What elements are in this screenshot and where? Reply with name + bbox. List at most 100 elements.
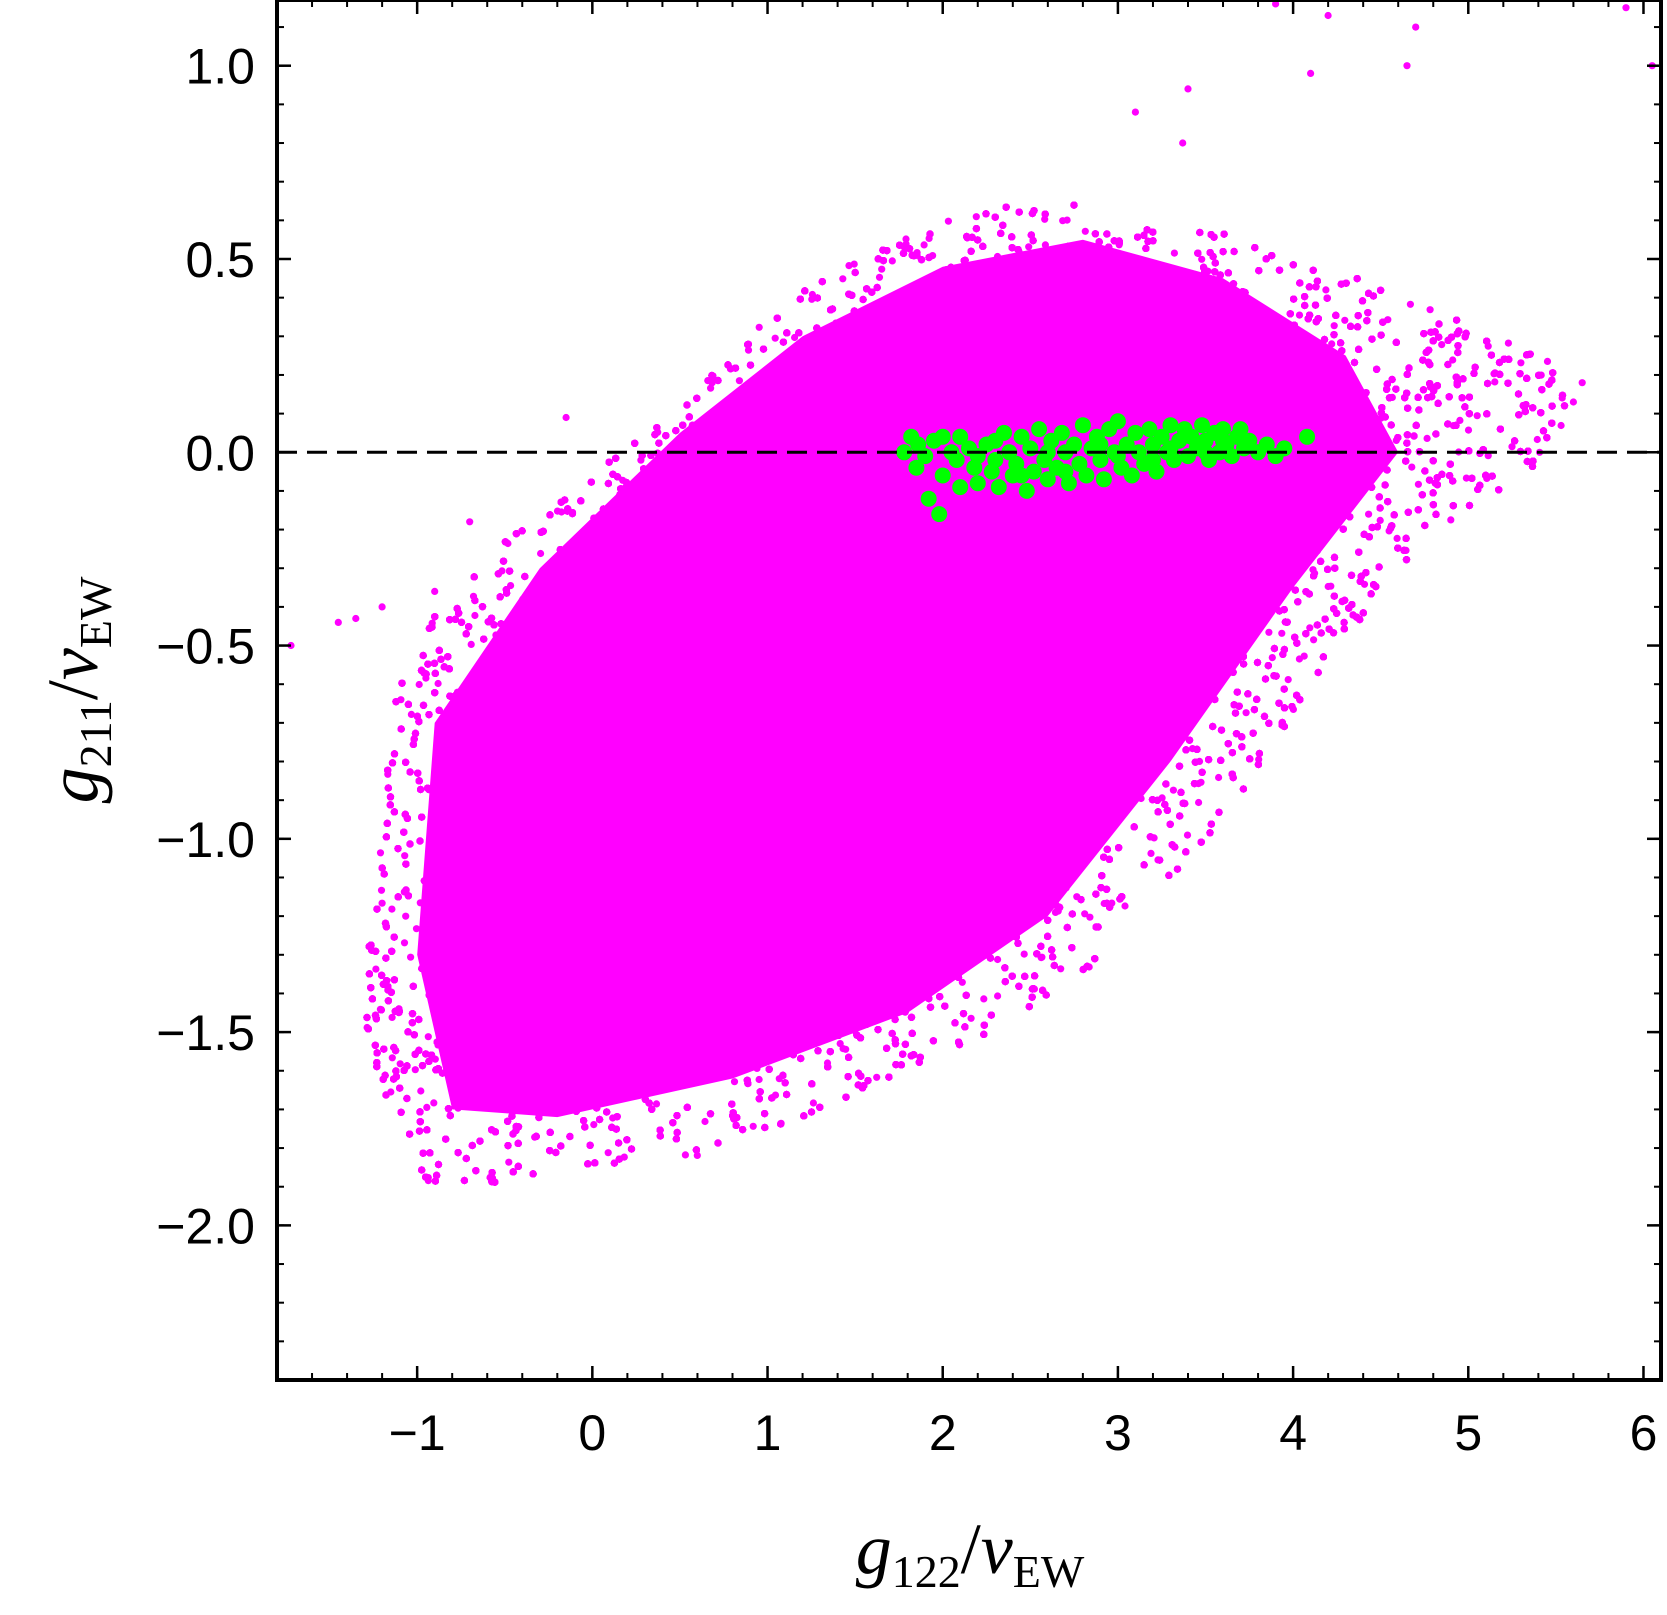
scatter-point: [1245, 603, 1253, 611]
scatter-point: [753, 592, 761, 600]
scatter-point: [990, 792, 998, 800]
scatter-point: [753, 1064, 761, 1072]
scatter-point: [706, 476, 714, 485]
scatter-point: [842, 1045, 850, 1053]
scatter-point: [1092, 346, 1100, 355]
scatter-point: [1303, 362, 1311, 370]
scatter-point: [698, 736, 706, 745]
scatter-point: [746, 541, 754, 549]
scatter-point: [497, 687, 505, 695]
scatter-point: [533, 736, 541, 745]
scatter-point: [963, 544, 972, 553]
scatter-point: [423, 1103, 431, 1111]
scatter-point: [417, 1087, 425, 1095]
scatter-point: [820, 674, 828, 682]
scatter-point: [1295, 311, 1304, 319]
scatter-point: [388, 905, 396, 913]
scatter-point: [743, 400, 752, 408]
scatter-point: [1166, 677, 1175, 685]
scatter-point: [1256, 342, 1264, 350]
scatter-point: [985, 261, 994, 269]
scatter-point: [1027, 665, 1036, 673]
scatter-point: [537, 549, 545, 558]
scatter-point: [674, 472, 682, 480]
scatter-point: [976, 591, 984, 599]
scatter-point: [783, 473, 792, 482]
scatter-point: [621, 763, 629, 771]
scatter-point: [660, 725, 668, 733]
scatter-point: [1191, 270, 1199, 279]
scatter-point: [1310, 636, 1318, 644]
scatter-point: [1216, 669, 1224, 678]
scatter-point: [895, 742, 903, 750]
scatter-point: [994, 992, 1002, 1000]
scatter-point: [1255, 755, 1263, 764]
scatter-point: [1057, 316, 1065, 324]
scatter-point: [768, 778, 777, 786]
scatter-point: [858, 907, 866, 915]
scatter-point: [706, 593, 714, 602]
scatter-point: [941, 278, 950, 286]
scatter-point: [1209, 559, 1217, 568]
scatter-point: [879, 938, 888, 946]
scatter-point: [608, 1011, 616, 1020]
scatter-point: [719, 467, 728, 475]
scatter-point: [1169, 786, 1177, 794]
scatter-point: [1289, 526, 1297, 534]
scatter-point: [707, 945, 715, 954]
scatter-point: [599, 802, 608, 810]
scatter-point: [785, 767, 793, 775]
scatter-point: [746, 840, 754, 848]
scatter-point: [834, 555, 843, 563]
scatter-point: [1038, 734, 1046, 743]
scatter-point: [1447, 516, 1455, 524]
scatter-point: [430, 1099, 438, 1107]
scatter-point: [1006, 536, 1015, 544]
scatter-point: [878, 265, 886, 273]
scatter-point: [1002, 514, 1011, 523]
scatter-point: [799, 665, 807, 674]
scatter-point: [993, 252, 1002, 261]
scatter-point: [1322, 286, 1330, 294]
scatter-point: [416, 899, 424, 907]
scatter-point: [668, 514, 676, 522]
scatter-point: [1153, 691, 1162, 699]
scatter-point: [571, 988, 579, 996]
scatter-point: [546, 661, 554, 669]
scatter-point: [763, 878, 771, 886]
scatter-point: [633, 660, 641, 669]
scatter-point: [1164, 402, 1172, 410]
scatter-point: [653, 862, 662, 870]
scatter-point: [813, 456, 821, 465]
scatter-point: [1015, 713, 1023, 721]
scatter-point: [372, 965, 380, 973]
scatter-point: [1025, 333, 1033, 341]
scatter-point: [517, 723, 525, 731]
scatter-point: [848, 361, 856, 369]
scatter-point: [547, 1031, 555, 1039]
scatter-point: [1218, 358, 1226, 366]
scatter-point: [781, 905, 789, 914]
scatter-point: [630, 587, 639, 595]
scatter-point: [812, 597, 820, 605]
scatter-point: [737, 574, 745, 582]
scatter-point: [590, 817, 599, 825]
scatter-point: [1025, 243, 1033, 251]
scatter-point: [1246, 632, 1254, 640]
scatter-point: [867, 758, 875, 766]
scatter-point: [775, 989, 784, 997]
scatter-point: [592, 928, 600, 936]
scatter-point: [920, 865, 928, 874]
scatter-point: [937, 790, 946, 798]
scatter-point: [1087, 563, 1095, 571]
scatter-point: [459, 1088, 467, 1096]
scatter-point: [590, 1121, 598, 1129]
scatter-point: [402, 912, 410, 920]
scatter-point: [755, 323, 763, 331]
scatter-point: [845, 262, 853, 270]
scatter-point: [565, 768, 573, 776]
scatter-point: [1233, 358, 1241, 366]
scatter-point: [1438, 341, 1446, 349]
scatter-point: [698, 478, 706, 486]
